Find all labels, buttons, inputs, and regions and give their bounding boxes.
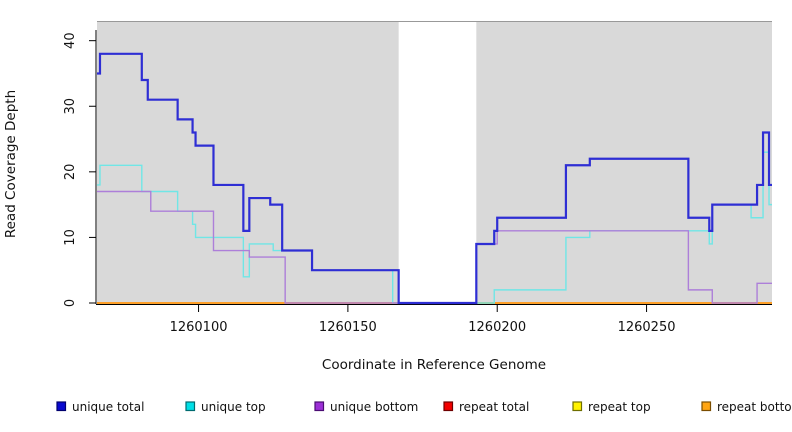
y-tick-label: 20 [63,164,78,181]
legend-label-unique-top: unique top [201,400,266,414]
x-tick-label: 1260250 [618,320,676,335]
plot-background-group [97,21,772,303]
x-tick-label: 1260100 [170,320,228,335]
y-tick-label: 40 [63,32,78,49]
legend-swatch-repeat-bottom [701,401,712,412]
legend-swatch-unique-top [185,401,196,412]
x-tick-label: 1260150 [319,320,377,335]
legend-item-repeat-bottom: repeat bottom [701,400,792,414]
series-line-unique-total [97,52,772,305]
legend-item-unique-bottom: unique bottom [314,400,418,414]
legend-label-repeat-top: repeat top [588,400,651,414]
x-axis-title: Coordinate in Reference Genome [322,357,546,373]
legend-swatch-unique-total [56,401,67,412]
axes-group [89,30,772,312]
y-tick-label: 10 [63,229,78,246]
legend-label-repeat-total: repeat total [459,400,529,414]
legend-item-repeat-top: repeat top [572,400,651,414]
legend-label-unique-total: unique total [72,400,144,414]
y-tick-label: 30 [63,98,78,115]
x-tick-label: 1260200 [468,320,526,335]
legend-item-unique-total: unique total [56,400,144,414]
legend-group: unique total unique top unique bottom repea… [56,400,792,414]
legend-swatch-repeat-top [572,401,583,412]
series-group [97,52,772,305]
y-tick-label: 0 [63,299,78,307]
y-axis-title: Read Coverage Depth [3,90,19,238]
tick-labels-group: 0 10 20 30 40 1260100 1260150 1260200 1260250 [63,32,676,335]
legend-swatch-unique-bottom [314,401,325,412]
legend-label-unique-bottom: unique bottom [330,400,418,414]
masked-region [398,21,477,303]
legend-swatch-repeat-total [443,401,454,412]
legend-item-unique-top: unique top [185,400,266,414]
legend-label-repeat-bottom: repeat bottom [717,400,792,414]
legend-item-repeat-total: repeat total [443,400,529,414]
